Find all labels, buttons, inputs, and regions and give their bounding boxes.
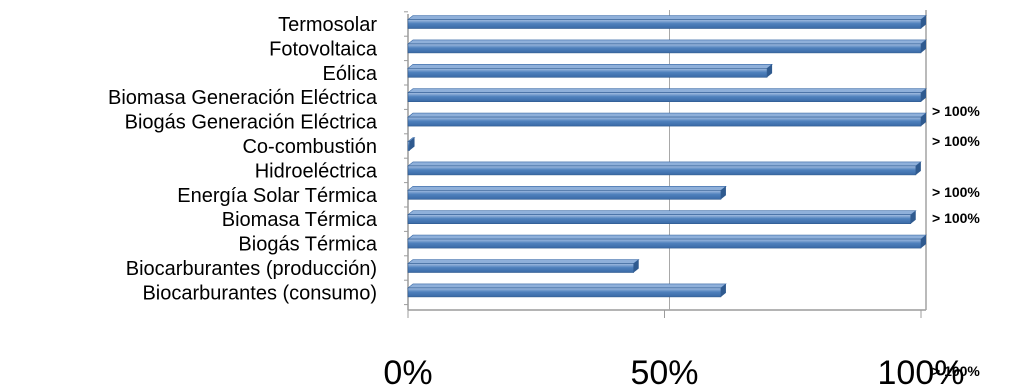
annotation-label: > 100% bbox=[932, 184, 980, 200]
bar-end-face bbox=[921, 15, 926, 29]
bar-end-face bbox=[921, 113, 926, 127]
bar-top-face bbox=[407, 112, 927, 118]
bar-top-face bbox=[407, 161, 922, 167]
bar-top-face bbox=[407, 64, 773, 69]
bar bbox=[407, 92, 922, 102]
category-label: Hidroeléctrica bbox=[255, 160, 378, 182]
bar-top-face bbox=[407, 186, 727, 191]
bar-end-face bbox=[720, 283, 726, 297]
category-label: Biomasa Térmica bbox=[222, 209, 378, 231]
bar-end-face bbox=[720, 186, 726, 200]
bar-end-face bbox=[633, 259, 639, 273]
bar bbox=[407, 116, 922, 127]
annotation-label: > 100% bbox=[932, 103, 980, 119]
x-tick-label: 100% bbox=[878, 354, 965, 389]
bars bbox=[407, 15, 927, 298]
bar-end-face bbox=[921, 88, 926, 102]
category-label: Fotovoltaica bbox=[269, 38, 378, 60]
category-label: Co-combustión bbox=[242, 136, 377, 158]
category-label: Biomasa Generación Eléctrica bbox=[108, 87, 378, 109]
category-label: Biogás Generación Eléctrica bbox=[125, 112, 378, 134]
bar-top-face bbox=[407, 15, 927, 20]
bar-end-face bbox=[915, 161, 921, 175]
annotation-label: > 100% bbox=[932, 363, 980, 379]
bar-end-face bbox=[767, 64, 773, 78]
category-label: Biocarburantes (consumo) bbox=[142, 282, 377, 304]
bar bbox=[407, 19, 922, 29]
category-label: Energía Solar Térmica bbox=[177, 185, 378, 207]
category-label: Biogás Térmica bbox=[238, 234, 377, 256]
category-label: Termosolar bbox=[278, 14, 377, 36]
bar-end-face bbox=[921, 235, 926, 249]
bar-top-face bbox=[407, 259, 640, 264]
bar-top-face bbox=[407, 283, 727, 289]
bar bbox=[407, 165, 917, 176]
gridlines bbox=[407, 10, 927, 318]
annotations: > 100% > 100% > 100% > 100% > 100% bbox=[932, 103, 980, 379]
bar bbox=[407, 263, 635, 273]
bar-end-face bbox=[409, 137, 415, 151]
x-tick-label: 50% bbox=[630, 354, 698, 389]
x-tick-label: 0% bbox=[383, 354, 432, 389]
bar bbox=[407, 68, 768, 78]
annotation-label: > 100% bbox=[932, 133, 980, 149]
bar-end-face bbox=[921, 39, 926, 53]
bar-top-face bbox=[407, 88, 927, 93]
annotation-label: > 100% bbox=[932, 210, 980, 226]
category-label: Biocarburantes (producción) bbox=[126, 258, 377, 280]
bar-top-face bbox=[407, 234, 927, 240]
bar bbox=[407, 214, 912, 224]
bar bbox=[407, 43, 922, 54]
bar bbox=[407, 287, 722, 298]
x-tick-labels: 0% 50% 100% bbox=[383, 354, 964, 389]
category-label: Eólica bbox=[323, 63, 378, 85]
bar-top-face bbox=[407, 39, 927, 45]
bar bbox=[407, 190, 722, 200]
bar bbox=[407, 141, 410, 151]
bar-end-face bbox=[910, 210, 916, 224]
bar bbox=[407, 238, 922, 249]
bar-top-face bbox=[407, 210, 917, 215]
